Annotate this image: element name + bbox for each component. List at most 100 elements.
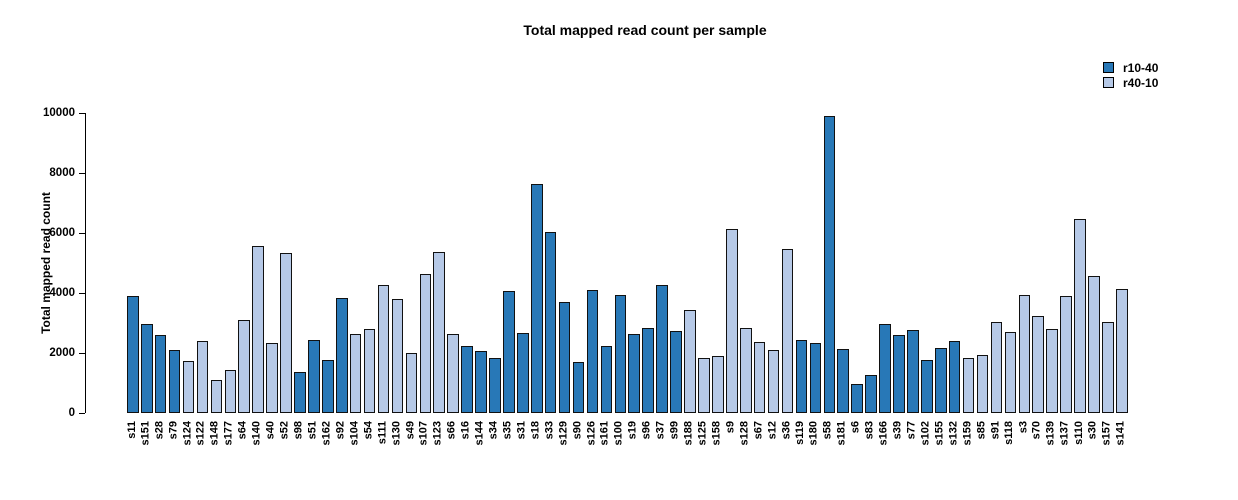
bar-s83 [865, 375, 877, 413]
bar-s90 [572, 362, 585, 413]
x-label-s139: s139 [1044, 421, 1057, 446]
x-label-s51: s51 [306, 421, 319, 440]
y-tick-2000 [79, 353, 85, 354]
bar-s91 [990, 321, 1003, 413]
x-label-s155: s155 [933, 421, 946, 446]
bar-s159 [962, 358, 975, 413]
x-label-s90: s90 [571, 421, 584, 440]
x-label-s151: s151 [139, 421, 152, 446]
x-label-s96: s96 [640, 421, 653, 440]
bar-s19 [628, 334, 641, 413]
x-label-s79: s79 [167, 421, 180, 440]
x-label-s144: s144 [473, 421, 486, 446]
x-label-s66: s66 [445, 421, 458, 440]
x-label-s119: s119 [793, 421, 806, 445]
bar-s66 [447, 333, 459, 413]
x-label-s77: s77 [905, 421, 918, 440]
bar-s124 [182, 360, 195, 413]
x-label-s162: s162 [320, 421, 333, 446]
x-label-s67: s67 [752, 421, 765, 440]
x-label-s39: s39 [891, 421, 904, 440]
bar-s98 [294, 371, 306, 413]
x-label-s161: s161 [598, 421, 611, 446]
bar-s162 [322, 360, 334, 413]
bar-s140 [252, 246, 264, 413]
x-label-s102: s102 [919, 421, 932, 446]
legend-label-r10-40: r10-40 [1123, 60, 1159, 75]
x-label-s91: s91 [988, 421, 1001, 440]
bar-s30 [1088, 275, 1100, 413]
bar-s54 [363, 328, 376, 413]
bar-s96 [642, 328, 654, 413]
legend-item-r40-10: r40-10 [1103, 75, 1158, 90]
bar-s123 [433, 252, 446, 413]
bar-s137 [1060, 295, 1072, 413]
bar-s12 [767, 349, 780, 413]
bar-s118 [1004, 332, 1017, 413]
x-label-s52: s52 [278, 421, 291, 440]
bar-s151 [140, 323, 153, 413]
bar-s104 [349, 334, 362, 413]
x-label-s125: s125 [696, 421, 709, 446]
bar-s40 [266, 342, 278, 413]
bar-s126 [586, 290, 599, 413]
bar-s102 [921, 360, 933, 413]
y-tick-label-6000: 6000 [49, 227, 75, 239]
x-label-s107: s107 [417, 421, 430, 446]
y-tick-label-10000: 10000 [43, 107, 75, 119]
x-label-s140: s140 [250, 421, 263, 446]
x-label-s159: s159 [961, 421, 974, 446]
x-label-s58: s58 [821, 421, 834, 440]
x-label-s181: s181 [835, 421, 848, 446]
bar-s18 [530, 183, 543, 413]
x-label-s110: s110 [1072, 421, 1085, 445]
x-label-s157: s157 [1100, 421, 1113, 446]
bar-s110 [1074, 218, 1086, 413]
x-label-s54: s54 [362, 421, 375, 440]
bar-s144 [475, 350, 487, 413]
bar-s58 [823, 116, 836, 413]
bar-s119 [795, 339, 808, 413]
bar-s31 [517, 332, 529, 413]
x-label-s130: s130 [389, 421, 402, 446]
x-label-s19: s19 [626, 421, 639, 440]
bar-s107 [419, 273, 432, 413]
x-label-s35: s35 [501, 421, 514, 440]
x-label-s124: s124 [181, 421, 194, 446]
bar-s181 [837, 349, 850, 413]
x-label-s104: s104 [348, 421, 361, 446]
x-label-s132: s132 [947, 421, 960, 446]
plot-area [85, 113, 1136, 413]
bar-s64 [238, 319, 251, 413]
bar-s128 [739, 327, 752, 413]
bar-s155 [934, 348, 947, 413]
x-label-s33: s33 [543, 421, 556, 440]
bar-s51 [308, 340, 320, 413]
x-label-s141: s141 [1114, 421, 1127, 446]
y-tick-0 [79, 413, 85, 414]
x-label-s12: s12 [766, 421, 779, 440]
y-axis-title: Total mapped read count [39, 192, 53, 334]
x-label-s148: s148 [208, 421, 221, 446]
bar-s141 [1116, 288, 1128, 413]
bar-s52 [280, 253, 292, 413]
bar-s6 [851, 383, 863, 413]
bar-s99 [670, 331, 682, 413]
x-label-s18: s18 [529, 421, 542, 440]
x-label-s36: s36 [780, 421, 793, 440]
legend-item-r10-40: r10-40 [1103, 60, 1158, 75]
x-label-s126: s126 [585, 421, 597, 446]
x-label-s98: s98 [292, 421, 305, 440]
x-label-s34: s34 [487, 421, 500, 440]
bar-s139 [1046, 329, 1058, 413]
bar-s132 [948, 341, 961, 413]
x-label-s166: s166 [877, 421, 890, 446]
x-label-s30: s30 [1086, 421, 1099, 440]
bar-s166 [879, 323, 891, 413]
x-label-s40: s40 [264, 421, 277, 440]
bar-s28 [154, 335, 167, 413]
bar-s148 [210, 380, 223, 413]
y-tick-4000 [79, 293, 85, 294]
bar-s36 [781, 248, 794, 413]
